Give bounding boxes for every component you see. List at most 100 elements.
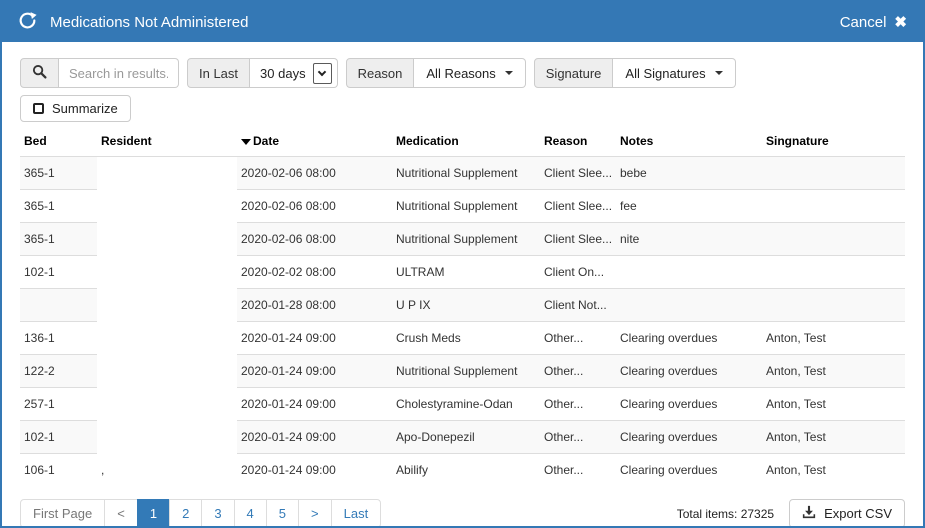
col-header-date[interactable]: Date [237,125,392,157]
signature-cell [762,288,905,322]
signature-cell: Anton, Test [762,387,905,421]
medication-cell: Abilify [392,453,540,486]
bed-cell: 122-2 [20,354,97,388]
caret-down-icon [504,71,513,75]
search-button[interactable] [20,58,59,88]
resident-cell [97,255,237,289]
table-footer: First Page < 1 2 3 4 5 > Last Total item… [20,499,905,526]
date-cell: 2020-01-24 09:00 [237,420,392,454]
resident-cell [97,387,237,421]
reason-cell: Other... [540,321,616,355]
titlebar: Medications Not Administered Cancel ✖ [2,2,923,42]
search-input[interactable] [59,58,179,88]
summarize-button[interactable]: Summarize [20,95,131,122]
medication-cell: U P IX [392,288,540,322]
select-arrow-icon [312,62,332,84]
results-table: Bed Resident Date Medication Reason Note… [20,125,905,486]
resident-cell [97,288,237,322]
resident-cell [97,354,237,388]
medication-cell: Nutritional Supplement [396,166,518,180]
in-last-select[interactable]: 30 days [250,58,338,88]
search-group [20,58,179,88]
table-header-row: Bed Resident Date Medication Reason Note… [20,125,905,157]
signature-label: Signature [533,58,614,88]
medication-cell: ULTRAM [392,255,540,289]
pagination-page-2[interactable]: 2 [169,499,203,526]
signature-cell [762,255,905,289]
pagination-first-page[interactable]: First Page [20,499,106,526]
resident-cell [97,189,237,223]
export-csv-label: Export CSV [824,506,892,521]
notes-cell: Clearing overdues [616,420,762,454]
col-header-reason[interactable]: Reason [540,125,616,157]
reason-cell: Client Not... [540,288,616,322]
table-row: 106-1 , 2020-01-24 09:00 Abilify Other..… [20,453,905,486]
caret-down-icon [714,71,723,75]
signature-cell [762,157,905,190]
reason-cell: Client On... [540,255,616,289]
pagination-page-4[interactable]: 4 [233,499,267,526]
date-cell: 2020-01-28 08:00 [237,288,392,322]
notes-cell: Clearing overdues [616,321,762,355]
notes-cell: Clearing overdues [616,453,762,486]
table-row: 102-1 2020-02-02 08:00 ULTRAM Client On.… [20,255,905,289]
signature-value: All Signatures [625,65,706,81]
bed-cell: 365-1 [20,222,97,256]
bed-cell: 257-1 [20,387,97,421]
pagination-page-3[interactable]: 3 [201,499,235,526]
col-header-bed[interactable]: Bed [20,125,97,157]
col-header-notes[interactable]: Notes [616,125,762,157]
reason-group: Reason All Reasons [345,58,526,88]
in-last-group: In Last 30 days [187,58,338,88]
refresh-button[interactable] [18,11,37,34]
bed-cell: 106-1 [20,453,97,486]
col-header-signature[interactable]: Singnature [762,125,905,157]
notes-cell: fee [616,189,762,223]
medication-cell: Nutritional Supplement [392,222,540,256]
pagination-prev[interactable]: < [104,499,138,526]
in-last-value: 30 days [260,65,306,81]
notes-cell: bebe [620,166,647,180]
export-csv-button[interactable]: Export CSV [789,499,905,526]
col-header-resident[interactable]: Resident [97,125,237,157]
reason-cell: Other... [540,453,616,486]
pagination: First Page < 1 2 3 4 5 > Last [20,499,382,526]
signature-dropdown[interactable]: All Signatures [613,58,736,88]
pagination-page-1[interactable]: 1 [136,499,171,526]
medication-cell: Nutritional Supplement [392,354,540,388]
checkbox-icon [33,103,44,114]
reason-dropdown[interactable]: All Reasons [414,58,526,88]
table-row: 257-1 2020-01-24 09:00 Cholestyramine-Od… [20,387,905,421]
table-row: 365-1 2020-02-06 08:00 Nutritional Suppl… [20,189,905,223]
pagination-next[interactable]: > [298,499,332,526]
summarize-label: Summarize [52,101,118,116]
date-cell: 2020-01-24 09:00 [237,453,392,486]
table-row: 365-1 2020-02-06 08:00 Nutritional Suppl… [20,156,905,190]
bed-cell: 136-1 [20,321,97,355]
medication-cell: Cholestyramine-Odan [392,387,540,421]
bed-cell: 102-1 [20,420,97,454]
col-header-medication[interactable]: Medication [392,125,540,157]
medication-cell: Nutritional Supplement [392,189,540,223]
reason-cell: Client Slee... [544,166,613,180]
signature-cell: Anton, Test [762,354,905,388]
date-cell: 2020-02-02 08:00 [237,255,392,289]
cancel-label: Cancel [839,13,887,31]
cancel-button[interactable]: Cancel ✖ [840,14,907,31]
reason-cell: Other... [540,420,616,454]
resident-cell [97,420,237,454]
resident-cell [97,222,237,256]
reason-cell: Other... [540,387,616,421]
pagination-last[interactable]: Last [330,499,382,526]
resident-cell [97,321,237,355]
in-last-label: In Last [187,58,251,88]
download-icon [802,505,816,522]
table-row: 136-1 2020-01-24 09:00 Crush Meds Other.… [20,321,905,355]
pagination-page-5[interactable]: 5 [265,499,300,526]
reason-cell: Other... [540,354,616,388]
notes-cell [616,288,762,322]
date-cell: 2020-01-24 09:00 [237,387,392,421]
date-cell: 2020-01-24 09:00 [237,354,392,388]
table-row: 2020-01-28 08:00 U P IX Client Not... [20,288,905,322]
